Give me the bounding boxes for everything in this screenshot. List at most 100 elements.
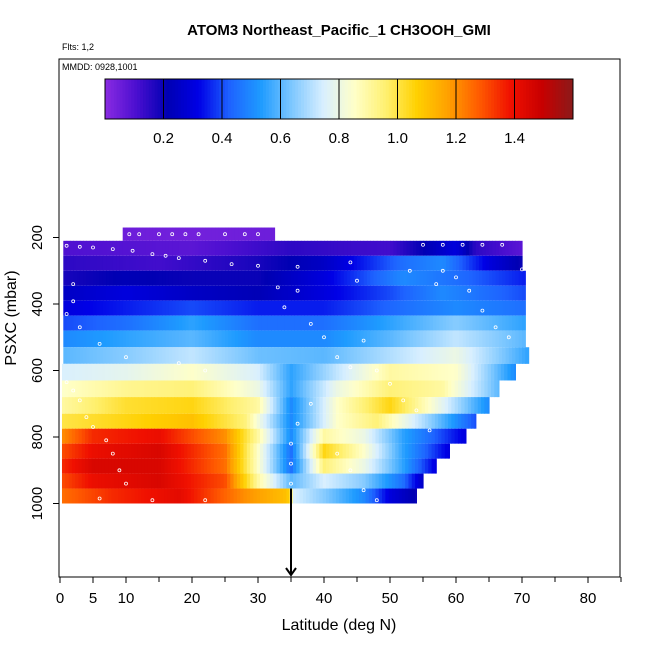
heatmap-cell bbox=[112, 300, 117, 316]
heatmap-cell bbox=[116, 315, 120, 331]
heatmap-cell bbox=[180, 363, 185, 381]
sample-point bbox=[414, 408, 419, 413]
heatmap-cell bbox=[409, 330, 414, 348]
heatmap-cell bbox=[271, 300, 276, 316]
heatmap-cell bbox=[370, 255, 375, 271]
heatmap-cell bbox=[160, 380, 165, 398]
heatmap-cell bbox=[236, 458, 241, 474]
sample-point bbox=[256, 232, 260, 237]
colorbar-tick-label: 1.4 bbox=[504, 130, 525, 147]
heatmap-cell bbox=[218, 240, 223, 256]
heatmap-cell bbox=[409, 347, 414, 364]
colorbar-segment bbox=[163, 79, 167, 119]
heatmap-cell bbox=[465, 315, 470, 331]
heatmap-cell bbox=[109, 285, 114, 301]
heatmap-cell bbox=[238, 285, 243, 301]
heatmap-cell bbox=[86, 270, 91, 286]
heatmap-cell bbox=[385, 458, 390, 474]
heatmap-cell bbox=[71, 428, 76, 444]
heatmap-cell bbox=[395, 443, 400, 459]
heatmap-cell bbox=[378, 473, 383, 489]
heatmap-cell bbox=[159, 315, 163, 331]
heatmap-cell bbox=[395, 413, 400, 429]
heatmap-cell bbox=[271, 315, 276, 331]
heatmap-cell bbox=[358, 380, 363, 398]
heatmap-cell bbox=[152, 270, 157, 286]
heatmap-cell bbox=[312, 380, 317, 398]
heatmap-cell bbox=[124, 428, 129, 444]
heatmap-cell bbox=[399, 285, 404, 301]
heatmap-cell bbox=[63, 255, 68, 271]
heatmap-cell bbox=[292, 443, 297, 459]
heatmap-cell bbox=[502, 240, 507, 256]
heatmap-cell bbox=[93, 270, 97, 286]
heatmap-cell bbox=[164, 397, 169, 414]
heatmap-cell bbox=[197, 428, 202, 444]
heatmap-cell bbox=[178, 255, 183, 271]
heatmap-cell bbox=[419, 270, 424, 286]
heatmap-cell bbox=[151, 397, 155, 414]
heatmap-cell bbox=[418, 428, 423, 444]
heatmap-cell bbox=[118, 397, 122, 414]
heatmap-cell bbox=[376, 270, 381, 286]
heatmap-cell bbox=[65, 458, 70, 474]
heatmap-cell bbox=[251, 227, 256, 241]
heatmap-cell bbox=[335, 488, 340, 504]
heatmap-cell bbox=[319, 488, 324, 504]
heatmap-cell bbox=[210, 473, 215, 489]
heatmap-cell bbox=[399, 347, 404, 364]
colorbar-segment bbox=[274, 79, 279, 119]
heatmap-cell bbox=[152, 347, 157, 364]
heatmap-cell bbox=[325, 397, 330, 414]
heatmap-cell bbox=[485, 330, 490, 348]
heatmap-cell bbox=[126, 270, 130, 286]
heatmap-cell bbox=[373, 300, 378, 316]
heatmap-cell bbox=[495, 300, 500, 316]
heatmap-cell bbox=[343, 285, 348, 301]
heatmap-cell bbox=[449, 285, 454, 301]
heatmap-cell bbox=[61, 458, 66, 474]
heatmap-cell bbox=[61, 380, 66, 398]
colorbar-segment bbox=[289, 79, 293, 119]
heatmap-cell bbox=[380, 315, 384, 331]
heatmap-cell bbox=[248, 255, 252, 271]
heatmap-cell bbox=[456, 330, 460, 348]
heatmap-cell bbox=[287, 270, 292, 286]
heatmap-cell bbox=[286, 488, 291, 504]
heatmap-cell bbox=[135, 255, 140, 271]
heatmap-cell bbox=[177, 428, 182, 444]
heatmap-cell bbox=[329, 380, 334, 398]
heatmap-cell bbox=[370, 315, 375, 331]
heatmap-cell bbox=[418, 380, 423, 398]
heatmap-cell bbox=[225, 285, 229, 301]
sample-point bbox=[348, 468, 353, 473]
heatmap-cell bbox=[474, 363, 479, 381]
heatmap-cell bbox=[108, 473, 113, 489]
heatmap-cell bbox=[469, 285, 474, 301]
heatmap-cell bbox=[424, 397, 429, 414]
heatmap-cell bbox=[310, 285, 315, 301]
heatmap-cell bbox=[269, 428, 274, 444]
heatmap-cell bbox=[190, 397, 195, 414]
heatmap-cell bbox=[65, 413, 70, 429]
heatmap-cell bbox=[349, 488, 353, 504]
heatmap-cell bbox=[250, 397, 254, 414]
heatmap-cell bbox=[339, 428, 344, 444]
heatmap-cell bbox=[240, 397, 245, 414]
heatmap-cell bbox=[98, 363, 103, 381]
heatmap-cell bbox=[162, 330, 167, 348]
heatmap-cell bbox=[240, 443, 245, 459]
heatmap-cell bbox=[413, 240, 417, 256]
heatmap-cell bbox=[160, 443, 165, 459]
colorbar-segment bbox=[558, 79, 562, 119]
heatmap-cell bbox=[226, 413, 231, 429]
heatmap-cell bbox=[79, 330, 84, 348]
colorbar-segment bbox=[151, 79, 156, 119]
heatmap-cell bbox=[180, 380, 185, 398]
heatmap-cell bbox=[238, 240, 243, 256]
heatmap-cell bbox=[372, 428, 377, 444]
heatmap-cell bbox=[386, 270, 391, 286]
heatmap-cell bbox=[159, 240, 163, 256]
heatmap-cell bbox=[254, 270, 259, 286]
heatmap-cell bbox=[233, 473, 238, 489]
